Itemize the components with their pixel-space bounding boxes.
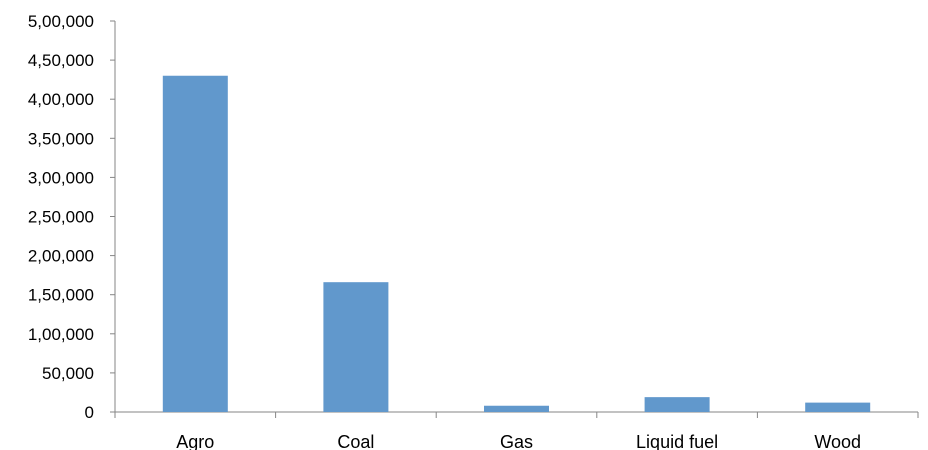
y-tick-label: 3,00,000 [28, 168, 94, 187]
y-tick-label: 0 [85, 403, 94, 422]
y-tick-label: 4,00,000 [28, 90, 94, 109]
x-category-label: Liquid fuel [636, 432, 718, 450]
x-category-label: Wood [814, 432, 861, 450]
bar-coal [323, 282, 389, 412]
y-tick-label: 5,00,000 [28, 12, 94, 31]
bar-gas [484, 405, 549, 412]
y-tick-label: 4,50,000 [28, 51, 94, 70]
x-category-label: Coal [337, 432, 374, 450]
bar-wood [805, 402, 871, 412]
bar-liquid-fuel [644, 397, 710, 412]
y-axis: 0 50,000 1,00,000 1,50,000 2,00,000 2,50,000 3… [28, 12, 116, 422]
y-tick-label: 2,00,000 [28, 247, 94, 266]
x-category-label: Agro [176, 432, 214, 450]
y-tick-label: 2,50,000 [28, 208, 94, 227]
y-tick-label: 1,00,000 [28, 325, 94, 344]
y-tick-label: 50,000 [42, 364, 94, 383]
bar-agro [162, 75, 228, 413]
x-axis: Agro Coal Gas Liquid fuel Wood [114, 411, 919, 450]
y-tick-label: 1,50,000 [28, 286, 94, 305]
bars [162, 75, 871, 413]
y-tick-label: 3,50,000 [28, 129, 94, 148]
x-category-label: Gas [500, 432, 533, 450]
